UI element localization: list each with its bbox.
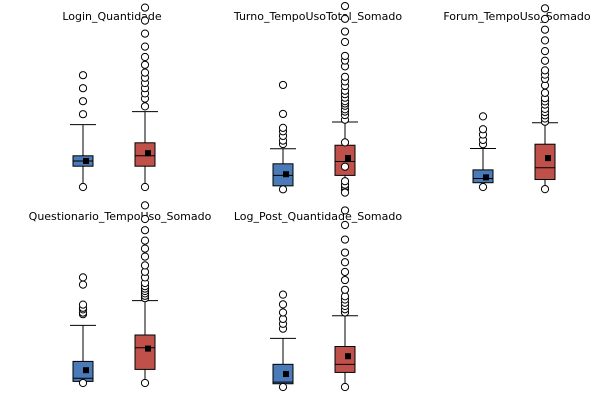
outlier-point — [540, 25, 550, 34]
outlier-point — [278, 300, 288, 309]
outlier-point — [540, 4, 550, 13]
outlier-point — [540, 47, 550, 56]
outlier-point — [140, 236, 150, 245]
mean-marker — [145, 345, 151, 352]
mean-marker — [83, 367, 89, 374]
panel-title: Forum_TempoUso_Somado — [443, 10, 591, 23]
outlier-point — [478, 112, 488, 121]
outlier-point — [140, 16, 150, 25]
outlier-point — [278, 308, 288, 317]
outlier-point — [78, 71, 88, 80]
mean-marker — [83, 158, 89, 164]
outlier-point — [540, 36, 550, 45]
outlier-point — [140, 42, 150, 51]
outlier-point — [140, 226, 150, 235]
outlier-point — [140, 201, 150, 210]
panel-title: Log_Post_Quantidade_Somado — [234, 210, 402, 223]
outlier-point — [78, 280, 88, 289]
outlier-point — [278, 382, 288, 392]
outlier-point — [140, 29, 150, 38]
outlier-point — [140, 68, 150, 77]
outlier-point — [340, 235, 350, 244]
panel-title: Login_Quantidade — [62, 10, 162, 23]
outlier-point — [278, 80, 288, 90]
mean-marker — [545, 155, 551, 162]
outlier-point — [140, 252, 150, 261]
outlier-point — [340, 220, 350, 230]
outlier-point — [340, 248, 350, 257]
outlier-point — [478, 125, 488, 134]
outlier-point — [278, 185, 288, 194]
outlier-point — [340, 188, 350, 197]
outlier-point — [78, 97, 88, 106]
outlier-point — [140, 214, 150, 224]
outlier-point — [140, 182, 150, 192]
outlier-point — [540, 88, 550, 97]
outlier-point — [340, 37, 350, 47]
mean-marker — [283, 171, 289, 178]
outlier-point — [278, 290, 288, 299]
outlier-point — [340, 1, 350, 11]
outlier-point — [278, 123, 288, 132]
outlier-point — [540, 14, 550, 24]
outlier-point — [140, 52, 150, 62]
box — [334, 346, 356, 373]
outlier-point — [140, 378, 150, 388]
outlier-point — [140, 261, 150, 270]
outlier-point — [78, 110, 88, 119]
outlier-point — [340, 382, 350, 392]
outlier-point — [340, 267, 350, 277]
outlier-point — [340, 285, 350, 294]
outlier-point — [340, 162, 350, 171]
outlier-point — [340, 72, 350, 81]
outlier-point — [340, 275, 350, 285]
outlier-point — [340, 177, 350, 186]
outlier-point — [340, 138, 350, 147]
outlier-point — [540, 56, 550, 65]
panel-title: Turno_TempoUsoTotal_Somado — [233, 10, 402, 23]
outlier-point — [78, 84, 88, 93]
outlier-point — [140, 244, 150, 253]
panel-title: Questionario_TempoUso_Somado — [29, 210, 212, 223]
outlier-point — [140, 3, 150, 12]
outlier-point — [340, 206, 350, 215]
mean-marker — [483, 174, 489, 181]
outlier-point — [78, 378, 88, 388]
mean-marker — [145, 150, 151, 157]
outlier-point — [340, 51, 350, 61]
outlier-point — [540, 185, 550, 194]
outlier-point — [78, 300, 88, 309]
box — [534, 143, 556, 181]
mean-marker — [345, 155, 351, 161]
mean-marker — [345, 353, 351, 360]
outlier-point — [140, 102, 150, 111]
mean-marker — [283, 371, 289, 378]
outlier-point — [540, 66, 550, 75]
box — [134, 334, 156, 370]
outlier-point — [78, 182, 88, 192]
outlier-point — [478, 182, 488, 192]
outlier-point — [78, 273, 88, 282]
outlier-point — [340, 27, 350, 36]
outlier-point — [340, 14, 350, 23]
outlier-point — [340, 258, 350, 267]
outlier-point — [278, 109, 288, 119]
outlier-point — [140, 60, 150, 69]
